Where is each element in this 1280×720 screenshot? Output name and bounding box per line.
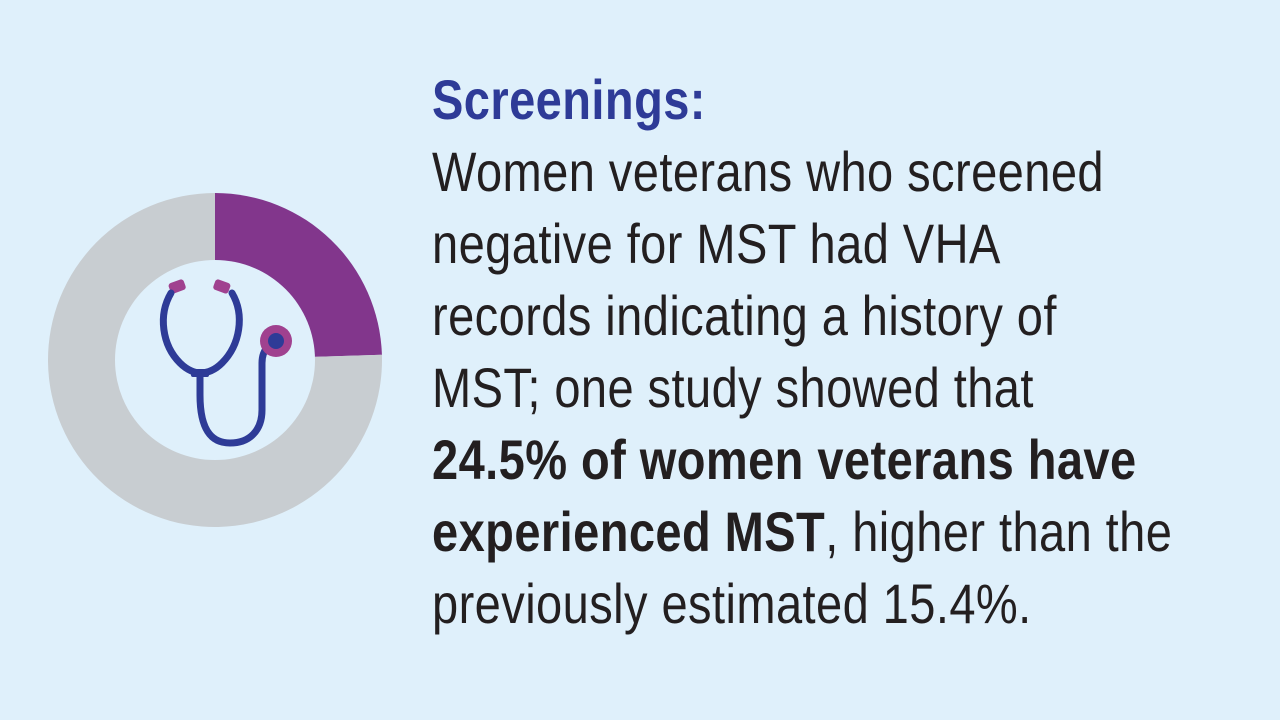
- highlight-line: 24.5% of women veterans have: [432, 428, 1137, 491]
- text-block: Screenings: Women veterans who screened …: [432, 64, 1267, 640]
- body-line: MST; one study showed that: [432, 356, 1034, 419]
- body-line: negative for MST had VHA: [432, 212, 1001, 275]
- donut-hole: [115, 260, 315, 460]
- highlight-bold: experienced MST: [432, 500, 826, 563]
- final-line: previously estimated 15.4%.: [432, 572, 1032, 635]
- body-line: records indicating a history of: [432, 284, 1057, 347]
- highlight-rest: , higher than the: [825, 500, 1173, 563]
- body-line: Women veterans who screened: [432, 140, 1104, 203]
- donut-chart: [40, 185, 390, 535]
- stethoscope-icon: [159, 279, 292, 447]
- heading: Screenings:: [432, 68, 706, 131]
- donut-svg: [48, 193, 382, 527]
- highlight-line-2: experienced MST, higher than the: [432, 496, 1172, 568]
